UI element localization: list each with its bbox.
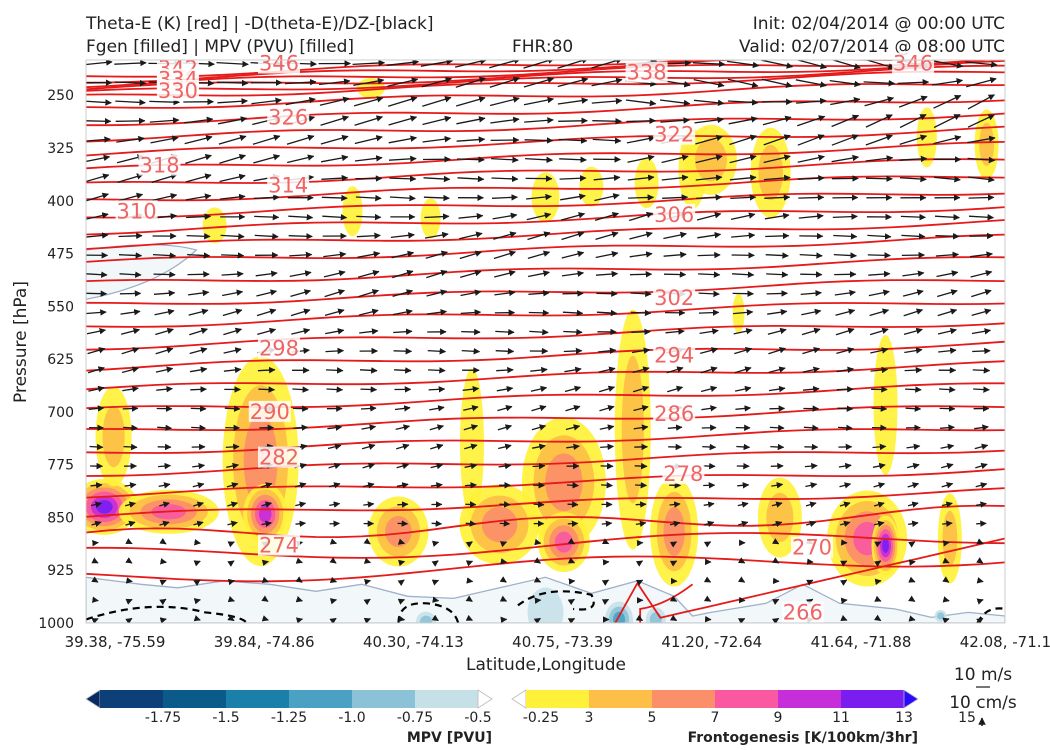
colorbar-swatch	[589, 690, 653, 708]
y-tick-label: 250	[47, 88, 74, 104]
colorbar-swatch	[526, 690, 590, 708]
x-tick-label: 40.75, -73.39	[512, 633, 613, 651]
frontogenesis-colorbar-label: Frontogenesis [K/100km/3hr]	[688, 730, 918, 746]
y-tick-label: 850	[47, 510, 74, 526]
x-tick-label: 39.38, -75.59	[65, 633, 166, 651]
theta-e-label: 270	[792, 536, 832, 560]
theta-e-label: 274	[259, 534, 299, 558]
theta-e-label: 294	[654, 344, 694, 368]
x-axis-label: Latitude,Longitude	[466, 655, 626, 675]
mpv-colorbar: -1.75 -1.5 -1.25 -1.0 -0.75 -0.5 -0.25	[85, 689, 559, 726]
theta-e-label: 322	[654, 123, 694, 147]
x-axis-ticks: 39.38, -75.59 39.84, -74.86 40.30, -74.13 4…	[65, 633, 1050, 651]
colorbar-extend-right	[903, 689, 919, 709]
theta-e-label: 282	[259, 446, 299, 470]
init-time: Init: 02/04/2014 @ 00:00 UTC	[752, 14, 1005, 34]
wind-reference-key: 10 m/s 10 cm/s	[949, 665, 1017, 726]
colorbar-tick: 13	[895, 710, 913, 726]
y-tick-label: 400	[47, 194, 74, 210]
colorbar-swatch	[652, 690, 716, 708]
theta-e-label: 346	[259, 52, 299, 76]
x-tick-label: 41.20, -72.64	[661, 633, 762, 651]
colorbar-swatch	[100, 690, 164, 708]
colorbar-swatch	[415, 690, 479, 708]
x-tick-label: 39.84, -74.86	[214, 633, 315, 651]
colorbar-tick: 7	[711, 710, 720, 726]
mpv-colorbar-label: MPV [PVU]	[407, 730, 492, 746]
theta-e-label: 346	[893, 52, 933, 76]
y-tick-label: 700	[47, 405, 74, 421]
wind-ref-vertical: 10 cm/s	[949, 693, 1017, 713]
title-line-1: Theta-E (K) [red] | -D(theta-E)/DZ-[blac…	[86, 14, 434, 34]
colorbar-tick: -1.0	[338, 710, 365, 726]
theta-e-label: 330	[158, 79, 198, 103]
colorbar-tick: -0.25	[523, 710, 559, 726]
colorbar-tick: -0.75	[397, 710, 433, 726]
theta-e-label: 302	[654, 286, 694, 310]
colorbar-extend-left	[85, 689, 101, 709]
colorbar-swatch	[226, 690, 290, 708]
colorbar-extend-left	[511, 689, 527, 709]
colorbar-swatch	[289, 690, 353, 708]
y-tick-label: 1000	[38, 616, 74, 632]
theta-e-label: 326	[268, 106, 308, 130]
colorbar-tick: -1.5	[212, 710, 239, 726]
theta-e-label: 306	[654, 203, 694, 227]
y-tick-label: 775	[47, 458, 74, 474]
colorbar-tick: 15	[958, 710, 976, 726]
y-tick-label: 475	[47, 247, 74, 263]
theta-e-label: 286	[654, 402, 694, 426]
colorbar-tick: -1.75	[145, 710, 181, 726]
colorbar-tick: 5	[648, 710, 657, 726]
title-line-2: Fgen [filled] | MPV (PVU) [filled]	[86, 37, 355, 57]
theta-e-label: 318	[139, 154, 179, 178]
colorbar-extend-right	[477, 689, 493, 709]
colorbar-tick: 3	[585, 710, 594, 726]
y-tick-label: 550	[47, 299, 74, 315]
colorbar-swatch	[778, 690, 842, 708]
x-tick-label: 42.08, -71.11	[960, 633, 1050, 651]
frontogenesis-colorbar: 3 5 7 9 11 13 15	[511, 689, 976, 726]
colorbar-swatch	[163, 690, 227, 708]
theta-e-label: 290	[250, 400, 290, 424]
theta-e-label: 298	[259, 337, 299, 361]
colorbar-swatch	[352, 690, 416, 708]
x-tick-label: 40.30, -74.13	[363, 633, 464, 651]
wind-ref-horizontal: 10 m/s	[954, 665, 1012, 685]
colorbar-tick: -0.5	[464, 710, 491, 726]
theta-e-label: 266	[783, 600, 823, 624]
colorbar-tick: 9	[774, 710, 783, 726]
y-tick-label: 625	[47, 352, 74, 368]
y-tick-label: 925	[47, 563, 74, 579]
theta-e-label: 278	[663, 462, 703, 486]
colorbar-tick: -1.25	[271, 710, 307, 726]
colorbar-swatch	[841, 690, 905, 708]
forecast-hour: FHR:80	[512, 37, 574, 57]
colorbar-swatch	[715, 690, 779, 708]
x-tick-label: 41.64, -71.88	[811, 633, 912, 651]
theta-e-label: 338	[627, 61, 667, 85]
theta-e-label: 310	[116, 199, 156, 223]
y-tick-label: 325	[47, 141, 74, 157]
theta-e-label: 314	[268, 173, 308, 197]
y-axis-ticks: 250 325 400 475 550 625 700 775 850 925 1000	[38, 88, 74, 632]
colorbar-tick: 11	[832, 710, 850, 726]
plot-frame	[85, 59, 1006, 624]
valid-time: Valid: 02/07/2014 @ 08:00 UTC	[739, 37, 1005, 57]
y-axis-label: Pressure [hPa]	[11, 281, 31, 403]
